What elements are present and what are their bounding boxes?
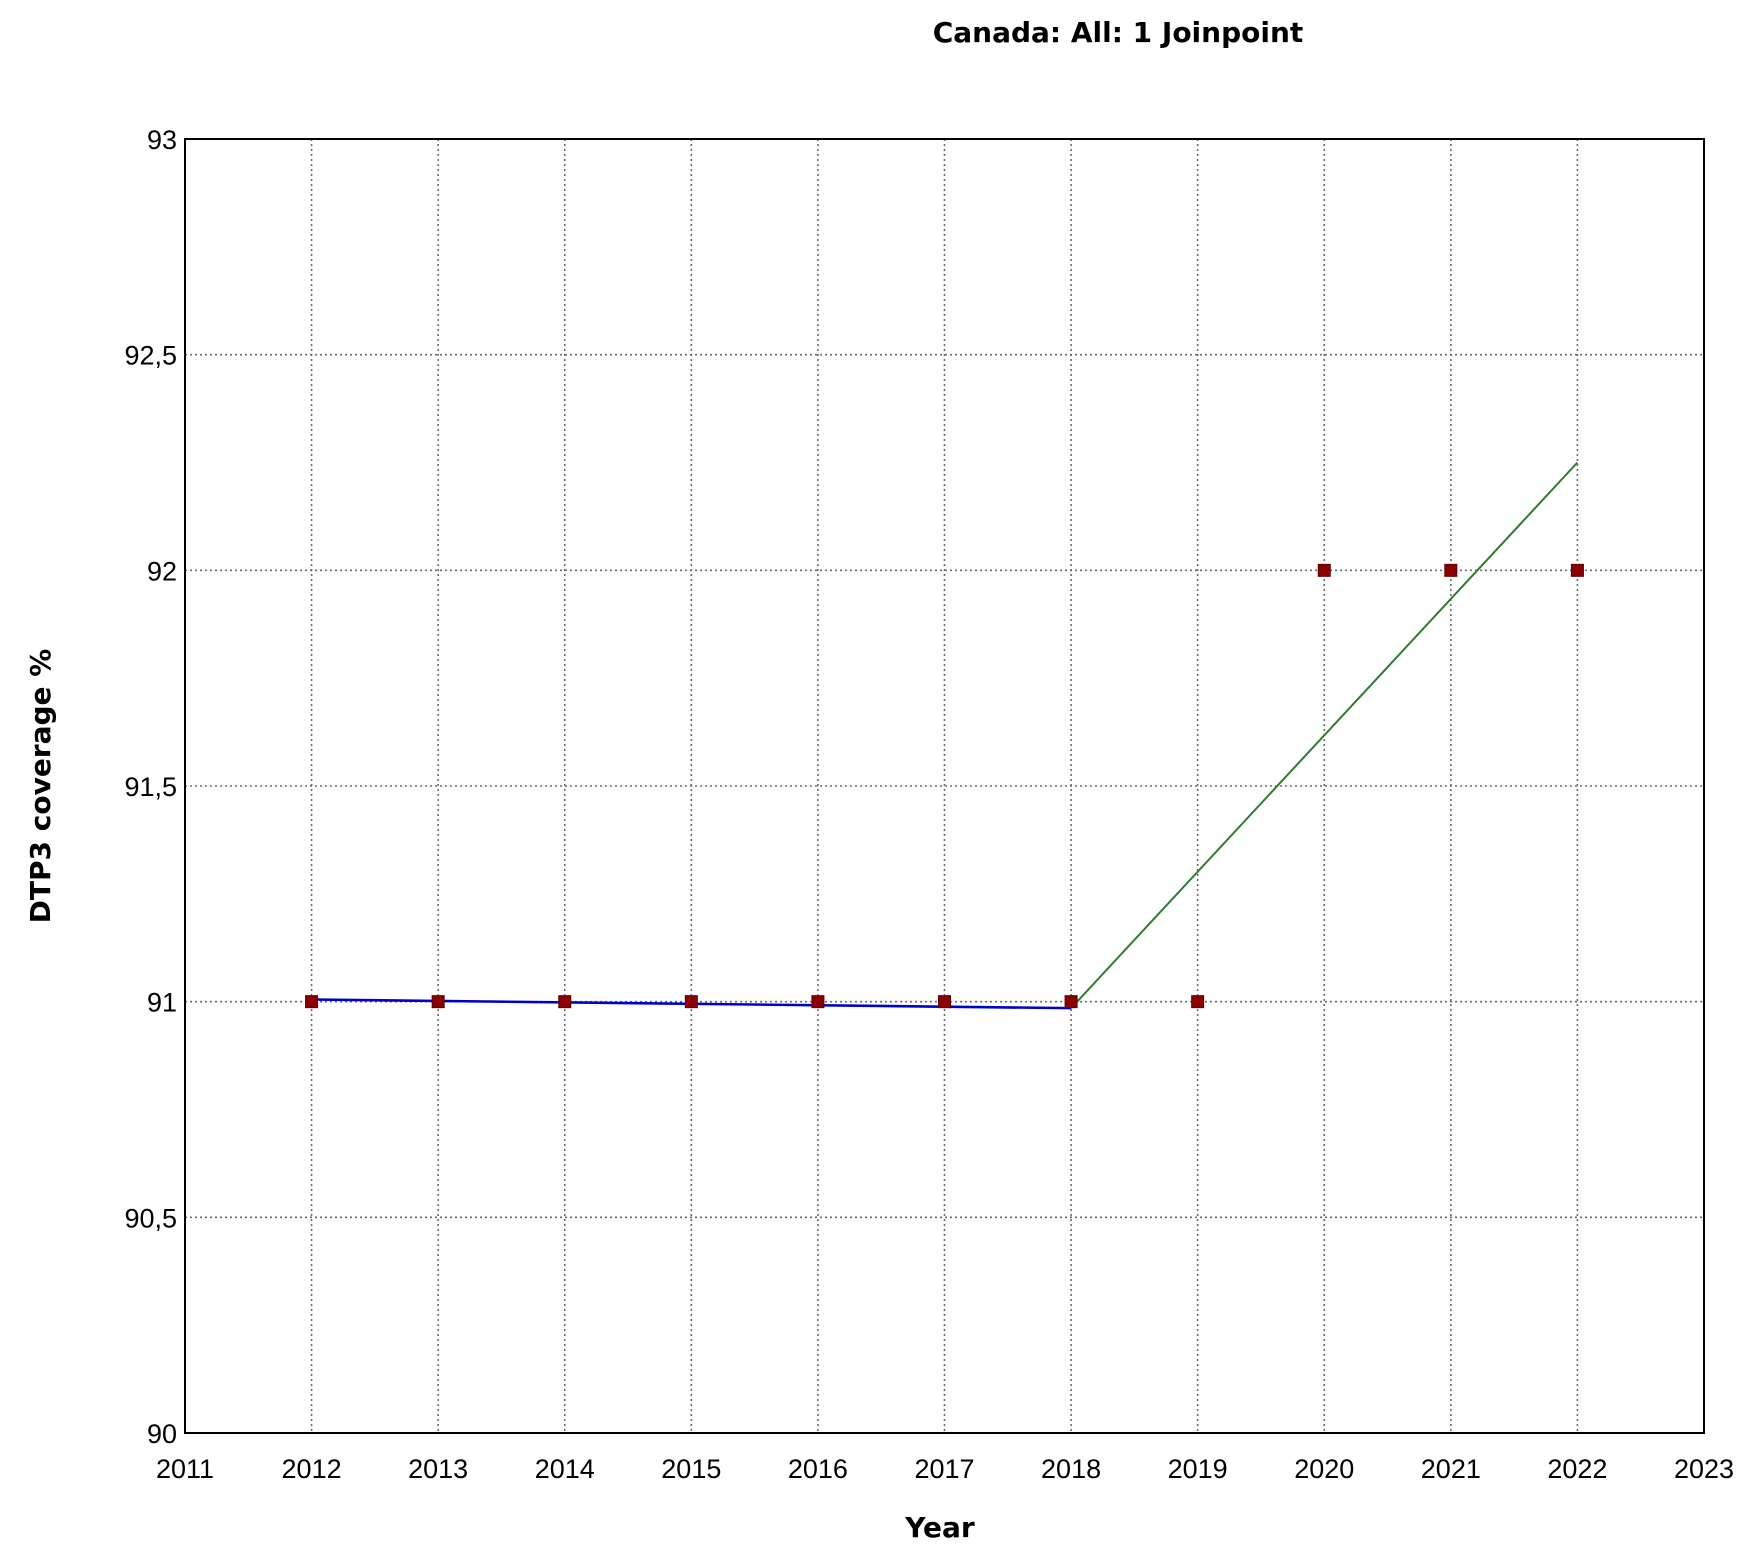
y-axis-title: DTP3 coverage % (24, 649, 57, 924)
observed-point (431, 995, 445, 1009)
observed-point (1064, 995, 1078, 1009)
x-tick-label: 2016 (788, 1454, 848, 1484)
x-tick-label: 2018 (1041, 1454, 1101, 1484)
x-tick-label: 2013 (408, 1454, 468, 1484)
grid-layer (185, 139, 1704, 1433)
x-tick-label: 2012 (282, 1454, 342, 1484)
x-tick-label: 2019 (1168, 1454, 1228, 1484)
x-tick-label: 2020 (1294, 1454, 1354, 1484)
x-tick-label: 2022 (1547, 1454, 1607, 1484)
observed-point (558, 995, 572, 1009)
fitted-segment-2 (1070, 461, 1579, 1009)
x-tick-label: 2021 (1421, 1454, 1481, 1484)
y-tick-label: 93 (147, 125, 177, 155)
x-tick-label: 2017 (914, 1454, 974, 1484)
y-tick-label: 92,5 (124, 341, 177, 371)
y-tick-label: 92 (147, 556, 177, 586)
observed-point (1570, 563, 1584, 577)
y-tick-label: 91 (147, 988, 177, 1018)
x-tick-label: 2015 (661, 1454, 721, 1484)
observed-point (1444, 563, 1458, 577)
y-tick-label: 90,5 (124, 1203, 177, 1233)
x-tick-label: 2014 (535, 1454, 595, 1484)
chart-title: Canada: All: 1 Joinpoint (933, 16, 1304, 49)
observed-point (1191, 995, 1205, 1009)
plot-area-frame (184, 138, 1705, 1434)
observed-point (684, 995, 698, 1009)
y-axis-ticks: 90 90,5 91 91,5 92 92,5 93 (124, 125, 177, 1449)
observed-point (1317, 563, 1331, 577)
observed-point (305, 995, 319, 1009)
observed-point (811, 995, 825, 1009)
x-axis-title: Year (904, 1511, 975, 1544)
y-tick-label: 91,5 (124, 772, 177, 802)
x-tick-label: 2023 (1674, 1454, 1734, 1484)
y-tick-label: 90 (147, 1419, 177, 1449)
x-axis-ticks: 2011 2012 2013 2014 2015 2016 2017 2018 2019 2020… (156, 1454, 1734, 1484)
x-tick-label: 2011 (156, 1454, 214, 1484)
observed-point (938, 995, 951, 1009)
observed-points (305, 563, 1584, 1009)
